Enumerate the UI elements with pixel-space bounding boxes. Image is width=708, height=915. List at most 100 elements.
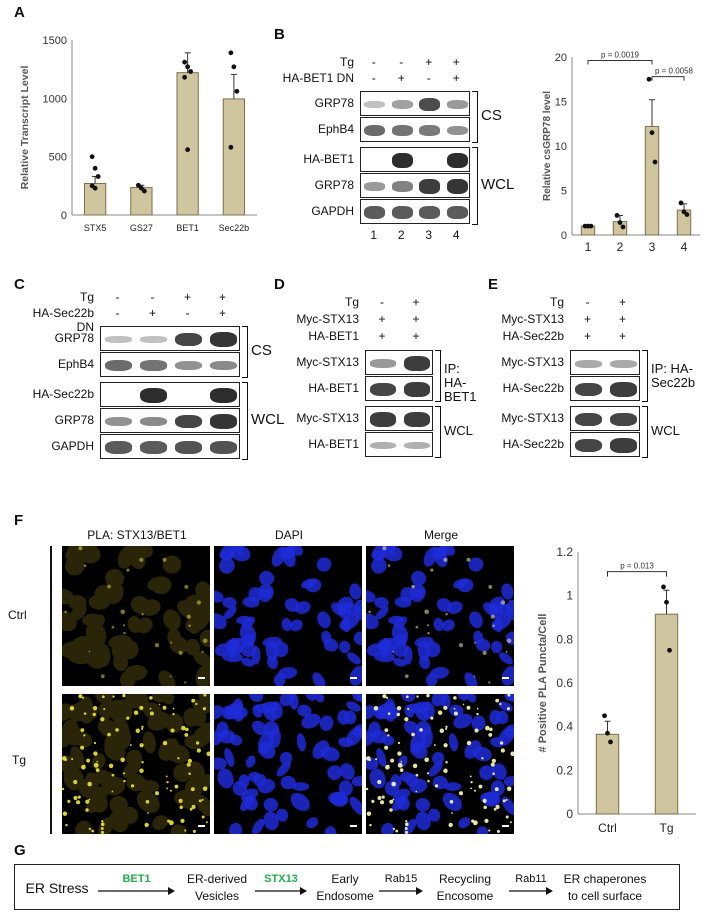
pla-punctum: [500, 748, 505, 753]
pla-punctum: [179, 805, 183, 810]
pla-punctum: [492, 624, 495, 627]
nucleus: [245, 755, 256, 768]
pla-punctum: [101, 819, 104, 823]
condition-label: Tg: [344, 295, 359, 309]
pla-punctum: [88, 827, 92, 831]
nucleus: [324, 826, 337, 834]
cell-autofluorescence: [115, 699, 133, 721]
blot-band: [140, 416, 167, 427]
nucleus: [217, 768, 234, 789]
pla-punctum: [424, 757, 429, 763]
pathway-arrowhead: [300, 887, 307, 895]
nucleus: [496, 710, 509, 725]
nucleus: [369, 768, 386, 789]
pla-punctum: [141, 727, 144, 731]
nucleus: [501, 665, 514, 686]
pla-punctum: [505, 650, 508, 653]
pla-punctum: [83, 712, 87, 715]
blot-band: [140, 441, 167, 454]
data-point: [684, 212, 690, 217]
cell-autofluorescence: [103, 776, 126, 796]
nucleus: [504, 694, 514, 702]
pla-punctum: [453, 707, 456, 710]
pla-punctum: [191, 804, 196, 809]
y-tick-label: 0: [561, 230, 567, 242]
pla-punctum: [478, 784, 483, 789]
condition-label: Tg: [339, 55, 354, 69]
cell-autofluorescence: [94, 694, 114, 704]
panel-c-label: C: [14, 276, 25, 293]
y-axis-label: Relative csGRP78 level: [542, 91, 553, 201]
y-axis-label: Relative Transcript Level: [19, 66, 31, 190]
nucleus: [225, 638, 243, 656]
nucleus: [353, 631, 362, 645]
pla-punctum: [385, 764, 390, 770]
microscopy-image: [366, 546, 514, 686]
pla-punctum: [111, 790, 114, 793]
pla-punctum: [427, 631, 430, 635]
pla-punctum: [396, 712, 400, 717]
nucleus: [340, 602, 361, 616]
nucleus: [271, 546, 287, 567]
data-point: [185, 147, 191, 153]
cell-autofluorescence: [63, 766, 84, 791]
blot-strip: [365, 432, 433, 457]
nucleus: [503, 776, 514, 787]
pla-punctum: [81, 764, 86, 770]
data-point: [661, 584, 666, 590]
pla-punctum: [111, 773, 115, 777]
y-tick-label: 20: [555, 52, 567, 64]
data-point: [141, 188, 147, 194]
blot-strip: [365, 350, 433, 375]
blot-row-label: HA-BET1: [308, 380, 359, 395]
pla-punctum: [169, 820, 174, 826]
pla-punctum: [506, 638, 512, 644]
pla-punctum: [188, 772, 191, 775]
nucleus: [284, 546, 296, 559]
nucleus: [366, 613, 379, 630]
pla-punctum: [368, 610, 371, 614]
pla-punctum: [412, 763, 418, 769]
nucleus: [323, 638, 339, 652]
blot-strip: [570, 432, 640, 457]
blot-band: [446, 125, 468, 136]
cell-autofluorescence: [68, 595, 87, 611]
nucleus: [464, 672, 478, 686]
nucleus: [327, 765, 342, 780]
nucleus: [229, 822, 243, 834]
nucleus: [344, 710, 357, 725]
pla-punctum: [93, 762, 99, 768]
blot-band: [610, 438, 637, 453]
scale-bar: [350, 677, 357, 679]
blot-band: [446, 100, 468, 109]
pla-punctum: [505, 815, 509, 819]
pla-punctum: [391, 781, 396, 787]
blot-strip: [360, 117, 470, 142]
pla-punctum: [88, 650, 91, 653]
cell-autofluorescence: [62, 728, 72, 748]
group-label: CS: [481, 107, 502, 124]
nucleus: [411, 571, 427, 586]
blot-strip: [100, 408, 240, 433]
data-point: [92, 185, 98, 191]
nucleus: [366, 590, 376, 603]
y-tick-label: 10: [555, 141, 567, 153]
blot-row-label: Myc-STX13: [501, 354, 564, 369]
pla-punctum: [170, 728, 175, 733]
data-point: [92, 165, 98, 171]
pla-punctum: [426, 624, 430, 627]
pla-punctum: [443, 768, 448, 773]
group-label: CS: [251, 342, 272, 359]
pla-punctum: [387, 712, 391, 715]
x-tick-label: 3: [649, 240, 656, 254]
data-point: [617, 220, 623, 225]
nucleus: [415, 797, 430, 812]
group-label: IP: HA- BET1: [444, 361, 477, 404]
pla-punctum: [101, 695, 105, 699]
pathway-arrowhead: [416, 887, 423, 895]
cell-autofluorescence: [124, 665, 148, 681]
cell-autofluorescence: [122, 759, 141, 779]
nucleus: [432, 751, 445, 765]
nucleus: [241, 657, 255, 667]
condition-sign: +: [183, 290, 191, 304]
